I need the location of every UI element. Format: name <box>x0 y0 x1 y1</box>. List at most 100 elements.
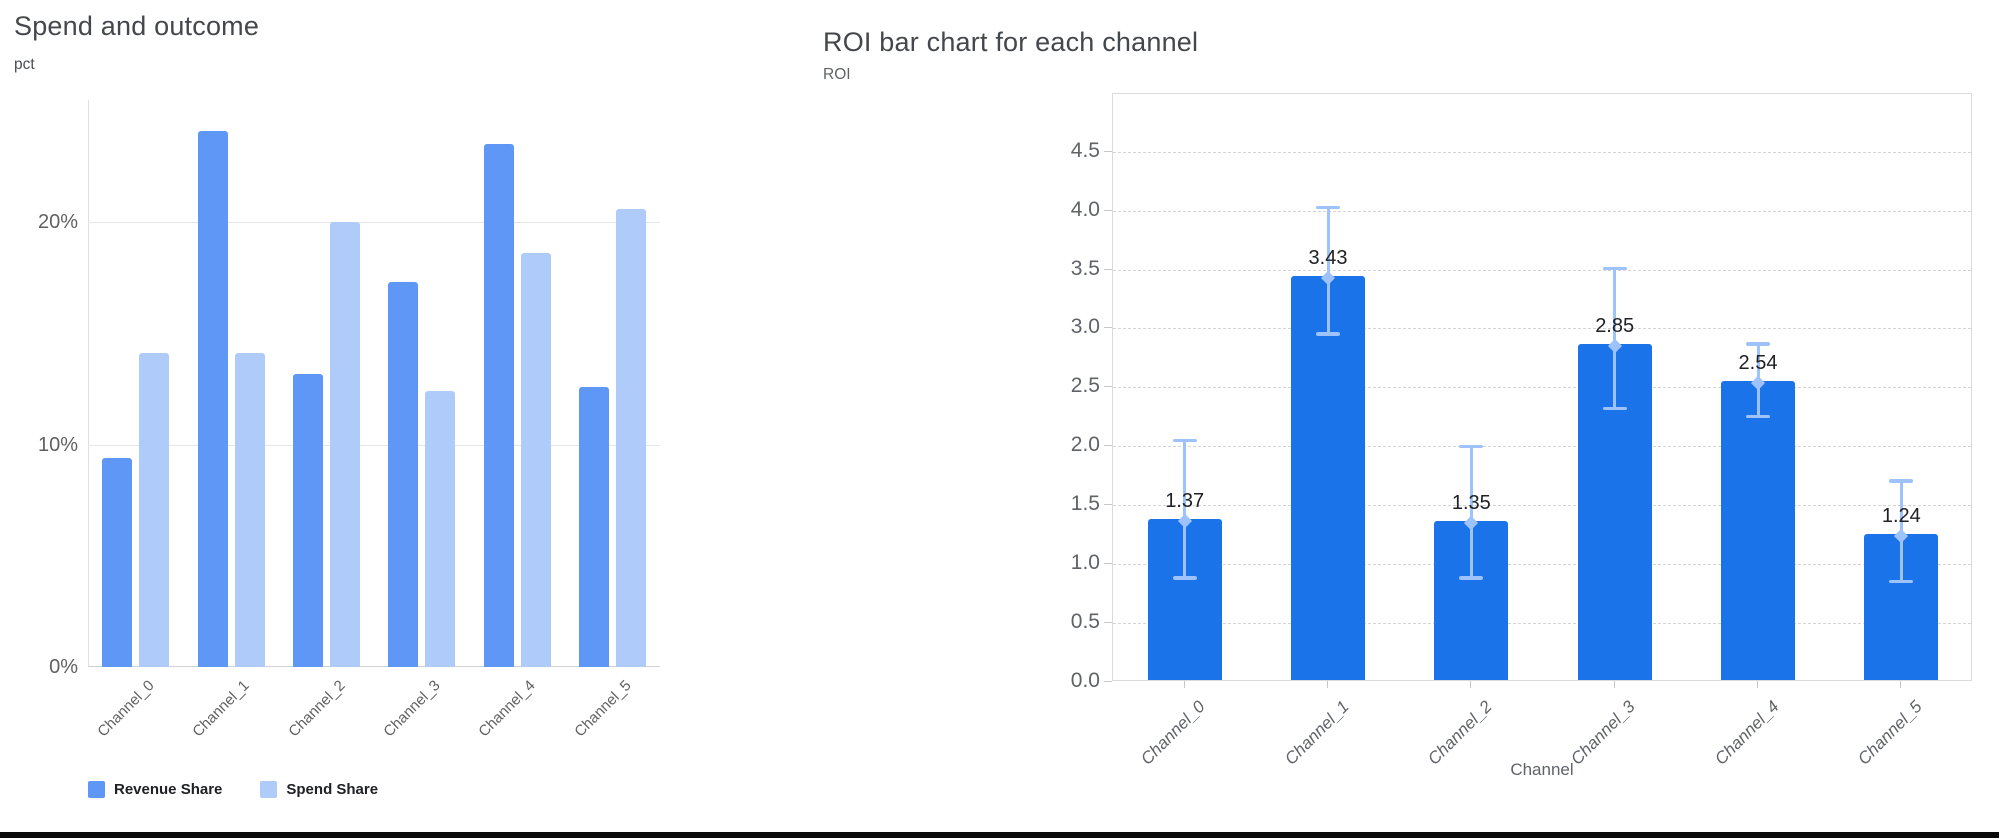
error-bar-cap-bottom-Channel_1 <box>1316 332 1340 336</box>
y-tick-label-1.0: 1.0 <box>1070 551 1100 575</box>
y-tick-mark-1.0 <box>1104 563 1112 565</box>
legend-swatch <box>88 781 105 798</box>
bar-Channel_0-spend-share[interactable] <box>139 353 170 667</box>
bar-value-label-Channel_4: 2.54 <box>1738 351 1778 374</box>
y-tick-label-1.5: 1.5 <box>1070 492 1100 516</box>
gridline-20% <box>88 222 660 224</box>
error-bar-cap-bottom-Channel_5 <box>1889 579 1914 584</box>
gridline-3.5 <box>1113 269 1971 271</box>
bar-Channel_4-revenue-share[interactable] <box>483 144 514 667</box>
bar-Channel_4-spend-share[interactable] <box>520 253 551 667</box>
gridline-1.5 <box>1113 505 1971 507</box>
y-tick-mark-0.5 <box>1104 622 1112 624</box>
x-tick-label-Channel_5: Channel_5 <box>1854 697 1926 769</box>
error-bar-line-Channel_3 <box>1613 268 1617 409</box>
roi-chart: ROI bar chart for each channel ROI 1.37 3… <box>800 0 1999 838</box>
spend-outcome-title: Spend and outcome <box>14 11 260 41</box>
y-tick-label-0.0: 0.0 <box>1070 669 1100 692</box>
y-tick-mark-2.5 <box>1104 386 1112 388</box>
x-tick-label-Channel_4: Channel_4 <box>1710 697 1783 769</box>
bar-Channel_1-spend-share[interactable] <box>234 353 265 667</box>
gridline-4.5 <box>1113 151 1971 153</box>
y-tick-label-2.0: 2.0 <box>1070 433 1100 457</box>
y-tick-label-3.0: 3.0 <box>1070 315 1100 339</box>
legend: Revenue Share Spend Share <box>88 781 378 798</box>
y-tick-label-4.0: 4.0 <box>1070 197 1100 221</box>
legend-swatch <box>260 781 278 798</box>
x-axis-baseline <box>88 666 660 667</box>
x-tick-label-Channel_2: Channel_2 <box>285 677 349 741</box>
error-bar-cap-top-Channel_5 <box>1889 479 1914 483</box>
bar-Channel_1-revenue-share[interactable] <box>197 131 228 667</box>
roi-chart-title: ROI bar chart for each channel <box>823 27 1199 57</box>
y-tick-mark-0.0 <box>1104 681 1112 682</box>
bar-value-label-Channel_0: 1.37 <box>1165 489 1205 512</box>
gridline-4.0 <box>1113 210 1971 212</box>
x-tick-label-Channel_0: Channel_0 <box>1137 697 1210 769</box>
y-tick-label-3.5: 3.5 <box>1070 256 1100 280</box>
bar-value-label-Channel_3: 2.85 <box>1595 315 1635 338</box>
bar-Channel_5-spend-share[interactable] <box>615 208 646 667</box>
error-bar-line-Channel_2 <box>1469 446 1473 579</box>
legend-label: Revenue Share <box>114 781 223 798</box>
error-bar-cap-bottom-Channel_0 <box>1172 576 1197 580</box>
bar-value-label-Channel_1: 3.43 <box>1308 246 1348 269</box>
x-tick-label-Channel_0: Channel_0 <box>94 677 158 741</box>
y-tick-label-0%: 0% <box>49 656 78 678</box>
bar-Channel_2-spend-share[interactable] <box>329 222 360 667</box>
y-tick-mark-1.5 <box>1104 504 1112 506</box>
x-tick-label-Channel_4: Channel_4 <box>475 677 540 741</box>
bar-Channel_3-spend-share[interactable] <box>425 391 456 667</box>
gridline-10% <box>88 444 660 446</box>
x-tick-label-Channel_3: Channel_3 <box>380 677 444 741</box>
x-tick-mark-Channel_5 <box>1900 681 1902 688</box>
bottom-border-bar <box>0 832 1999 838</box>
gridline-3.0 <box>1113 328 1971 330</box>
y-axis-line <box>88 100 89 667</box>
x-tick-mark-Channel_0 <box>1183 681 1185 688</box>
x-tick-label-Channel_3: Channel_3 <box>1567 697 1640 769</box>
y-tick-mark-3.5 <box>1104 268 1112 270</box>
y-tick-mark-3.0 <box>1104 327 1112 329</box>
bar-Channel_1[interactable] <box>1291 275 1365 680</box>
bar-Channel_3-revenue-share[interactable] <box>388 282 419 667</box>
x-tick-label-Channel_2: Channel_2 <box>1424 697 1496 769</box>
bar-Channel_0-revenue-share[interactable] <box>102 458 133 667</box>
error-bar-cap-bottom-Channel_4 <box>1746 414 1770 419</box>
roi-plot-area: 1.37 3.43 1.35 2.85 2.54 1.24 <box>1112 93 1972 681</box>
error-bar-line-Channel_0 <box>1183 440 1187 579</box>
x-tick-label-Channel_1: Channel_1 <box>189 677 254 741</box>
y-tick-label-10%: 10% <box>37 433 78 456</box>
x-tick-label-Channel_5: Channel_5 <box>571 677 635 741</box>
spend-outcome-chart: Spend and outcome pct Revenue Share Spend… <box>0 0 800 838</box>
x-tick-label-Channel_1: Channel_1 <box>1280 697 1353 769</box>
y-tick-mark-4.5 <box>1104 150 1112 152</box>
y-tick-mark-2.0 <box>1104 445 1112 447</box>
error-bar-cap-top-Channel_2 <box>1459 444 1484 449</box>
bar-value-label-Channel_5: 1.24 <box>1881 504 1921 527</box>
spend-outcome-plot-area <box>88 100 660 667</box>
y-tick-mark-4.0 <box>1104 209 1112 211</box>
roi-y-axis-unit: ROI <box>823 66 851 83</box>
roi-x-axis-title: Channel <box>1510 760 1574 779</box>
spend-outcome-y-axis-unit: pct <box>14 56 35 73</box>
bar-value-label-Channel_2: 1.35 <box>1451 491 1491 514</box>
error-bar-cap-top-Channel_4 <box>1746 342 1770 346</box>
legend-label: Spend Share <box>286 781 379 798</box>
error-bar-cap-top-Channel_1 <box>1316 205 1340 210</box>
gridline-0.5 <box>1113 623 1971 625</box>
error-bar-cap-bottom-Channel_3 <box>1602 406 1627 411</box>
x-tick-mark-Channel_1 <box>1327 681 1328 688</box>
error-bar-cap-top-Channel_0 <box>1172 438 1197 443</box>
error-bar-cap-top-Channel_3 <box>1602 266 1627 271</box>
x-tick-mark-Channel_4 <box>1757 681 1758 688</box>
legend-item-revenue-share: Revenue Share <box>88 781 222 798</box>
bar-Channel_2-revenue-share[interactable] <box>292 373 323 667</box>
x-tick-mark-Channel_2 <box>1470 681 1472 688</box>
legend-item-spend-share: Spend Share <box>260 781 378 798</box>
bar-Channel_5-revenue-share[interactable] <box>578 386 609 667</box>
y-tick-label-0.5: 0.5 <box>1070 610 1100 634</box>
x-tick-mark-Channel_3 <box>1613 681 1615 688</box>
bar-Channel_4[interactable] <box>1721 380 1795 680</box>
